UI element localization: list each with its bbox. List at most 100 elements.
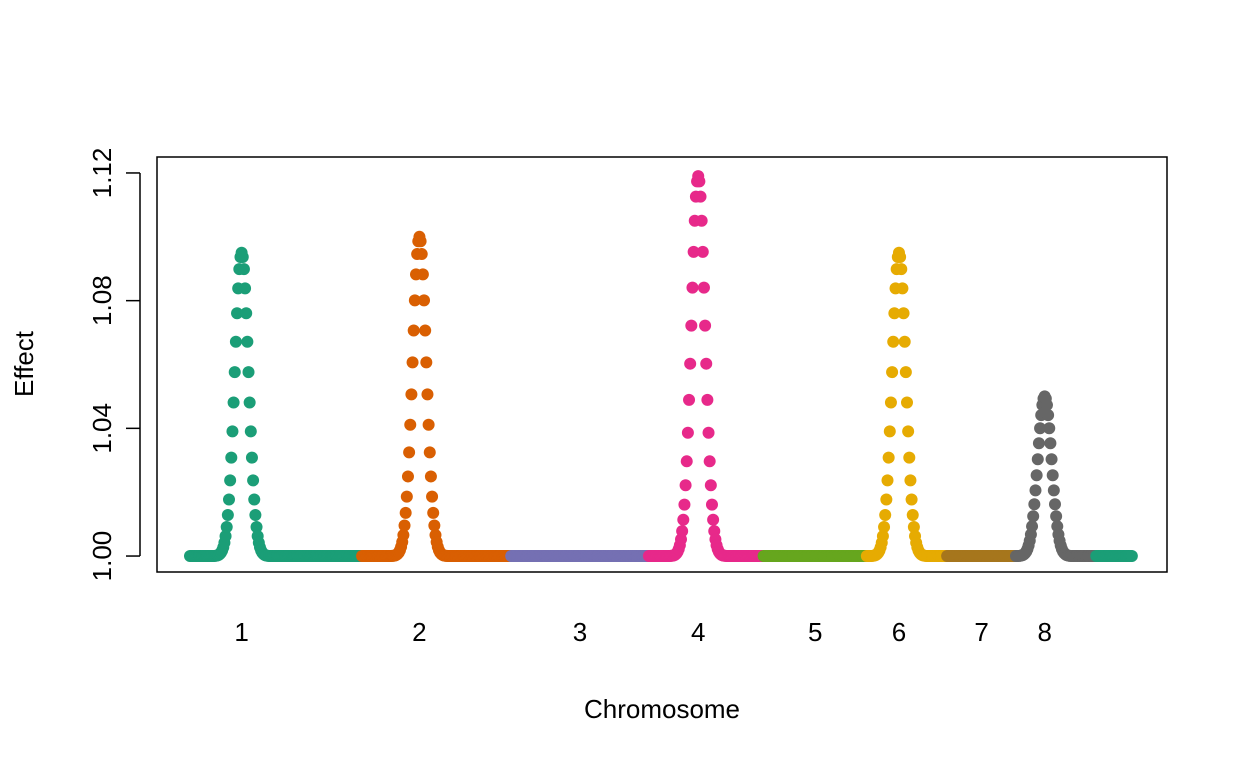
- data-point: [876, 530, 889, 543]
- data-point: [223, 493, 235, 506]
- data-point: [423, 446, 436, 459]
- data-point: [1031, 453, 1044, 466]
- chromosome-label: 6: [892, 617, 906, 647]
- data-point: [244, 425, 257, 438]
- data-point: [898, 335, 911, 348]
- data-point: [1044, 437, 1057, 450]
- y-tick-label: 1.08: [87, 275, 117, 326]
- data-point: [239, 282, 252, 295]
- y-tick-label: 1.00: [87, 531, 117, 582]
- y-tick-label: 1.04: [87, 403, 117, 454]
- data-point: [245, 451, 258, 464]
- chromosome-label: 4: [691, 617, 705, 647]
- data-point: [426, 490, 439, 503]
- data-point: [694, 190, 707, 203]
- data-point: [686, 281, 699, 294]
- chromosome-label: 8: [1037, 617, 1051, 647]
- chromosome-label: 2: [412, 617, 426, 647]
- data-point: [219, 530, 232, 543]
- data-point: [687, 245, 700, 258]
- data-point: [405, 388, 418, 401]
- x-axis-label: Chromosome: [584, 694, 740, 724]
- data-point: [707, 513, 720, 526]
- data-point: [1026, 520, 1039, 533]
- data-point: [677, 513, 690, 526]
- data-point: [400, 490, 413, 503]
- data-point: [702, 426, 715, 439]
- data-point: [881, 474, 894, 487]
- data-point: [899, 366, 912, 379]
- data-point: [880, 493, 893, 506]
- data-point: [226, 425, 239, 438]
- data-point: [421, 388, 434, 401]
- data-point: [427, 506, 440, 519]
- data-point: [398, 519, 411, 532]
- data-point: [878, 521, 891, 534]
- data-point: [697, 281, 710, 294]
- data-point: [1048, 498, 1061, 511]
- chromosome-label: 3: [573, 617, 587, 647]
- data-point: [1040, 399, 1053, 412]
- data-point: [1045, 453, 1058, 466]
- data-point: [1042, 409, 1055, 422]
- data-point: [1050, 510, 1063, 523]
- data-point: [1043, 422, 1056, 435]
- data-point: [1125, 550, 1138, 563]
- data-point: [407, 324, 420, 337]
- data-point: [684, 357, 697, 370]
- data-point: [424, 470, 437, 483]
- chromosome-label: 1: [234, 617, 248, 647]
- data-point: [882, 451, 895, 464]
- data-point: [250, 521, 263, 534]
- data-point: [903, 451, 916, 464]
- data-point: [886, 366, 899, 379]
- data-point: [227, 396, 240, 409]
- data-point: [680, 455, 693, 468]
- data-point: [1032, 437, 1045, 450]
- data-point: [408, 294, 421, 307]
- data-point: [418, 294, 431, 307]
- data-point: [703, 455, 716, 468]
- data-point: [242, 366, 255, 379]
- data-point: [696, 245, 709, 258]
- data-point: [699, 319, 712, 332]
- data-point: [887, 335, 900, 348]
- data-point: [231, 307, 244, 320]
- data-point: [679, 479, 692, 492]
- data-point: [905, 493, 918, 506]
- data-point: [224, 474, 237, 487]
- data-point: [399, 506, 412, 519]
- data-point: [704, 479, 717, 492]
- data-point: [249, 509, 262, 521]
- data-point: [237, 263, 250, 276]
- data-point: [228, 366, 241, 379]
- data-point: [240, 307, 253, 320]
- data-point: [248, 493, 261, 506]
- data-point: [1027, 510, 1040, 523]
- data-point: [247, 474, 260, 487]
- data-point: [896, 282, 909, 295]
- chromosome-label: 5: [808, 617, 822, 647]
- data-point: [422, 418, 435, 431]
- data-point: [419, 324, 432, 337]
- data-point: [1030, 469, 1043, 482]
- data-point: [1046, 469, 1059, 482]
- y-tick-label: 1.12: [87, 148, 117, 199]
- data-point: [683, 393, 696, 406]
- data-point: [414, 235, 427, 248]
- data-point: [416, 268, 429, 281]
- data-point: [907, 521, 920, 534]
- data-point: [420, 356, 433, 369]
- data-point: [243, 396, 256, 409]
- data-point: [705, 498, 718, 511]
- data-point: [904, 474, 917, 487]
- data-point: [883, 425, 896, 438]
- data-point: [676, 525, 689, 538]
- data-point: [1047, 484, 1060, 497]
- chromosome-label: 7: [974, 617, 988, 647]
- data-point: [1028, 498, 1041, 511]
- data-point: [229, 335, 242, 348]
- x-category-labels: 1 2 3 4 5 6 7 8: [234, 617, 1052, 647]
- data-point: [403, 446, 416, 459]
